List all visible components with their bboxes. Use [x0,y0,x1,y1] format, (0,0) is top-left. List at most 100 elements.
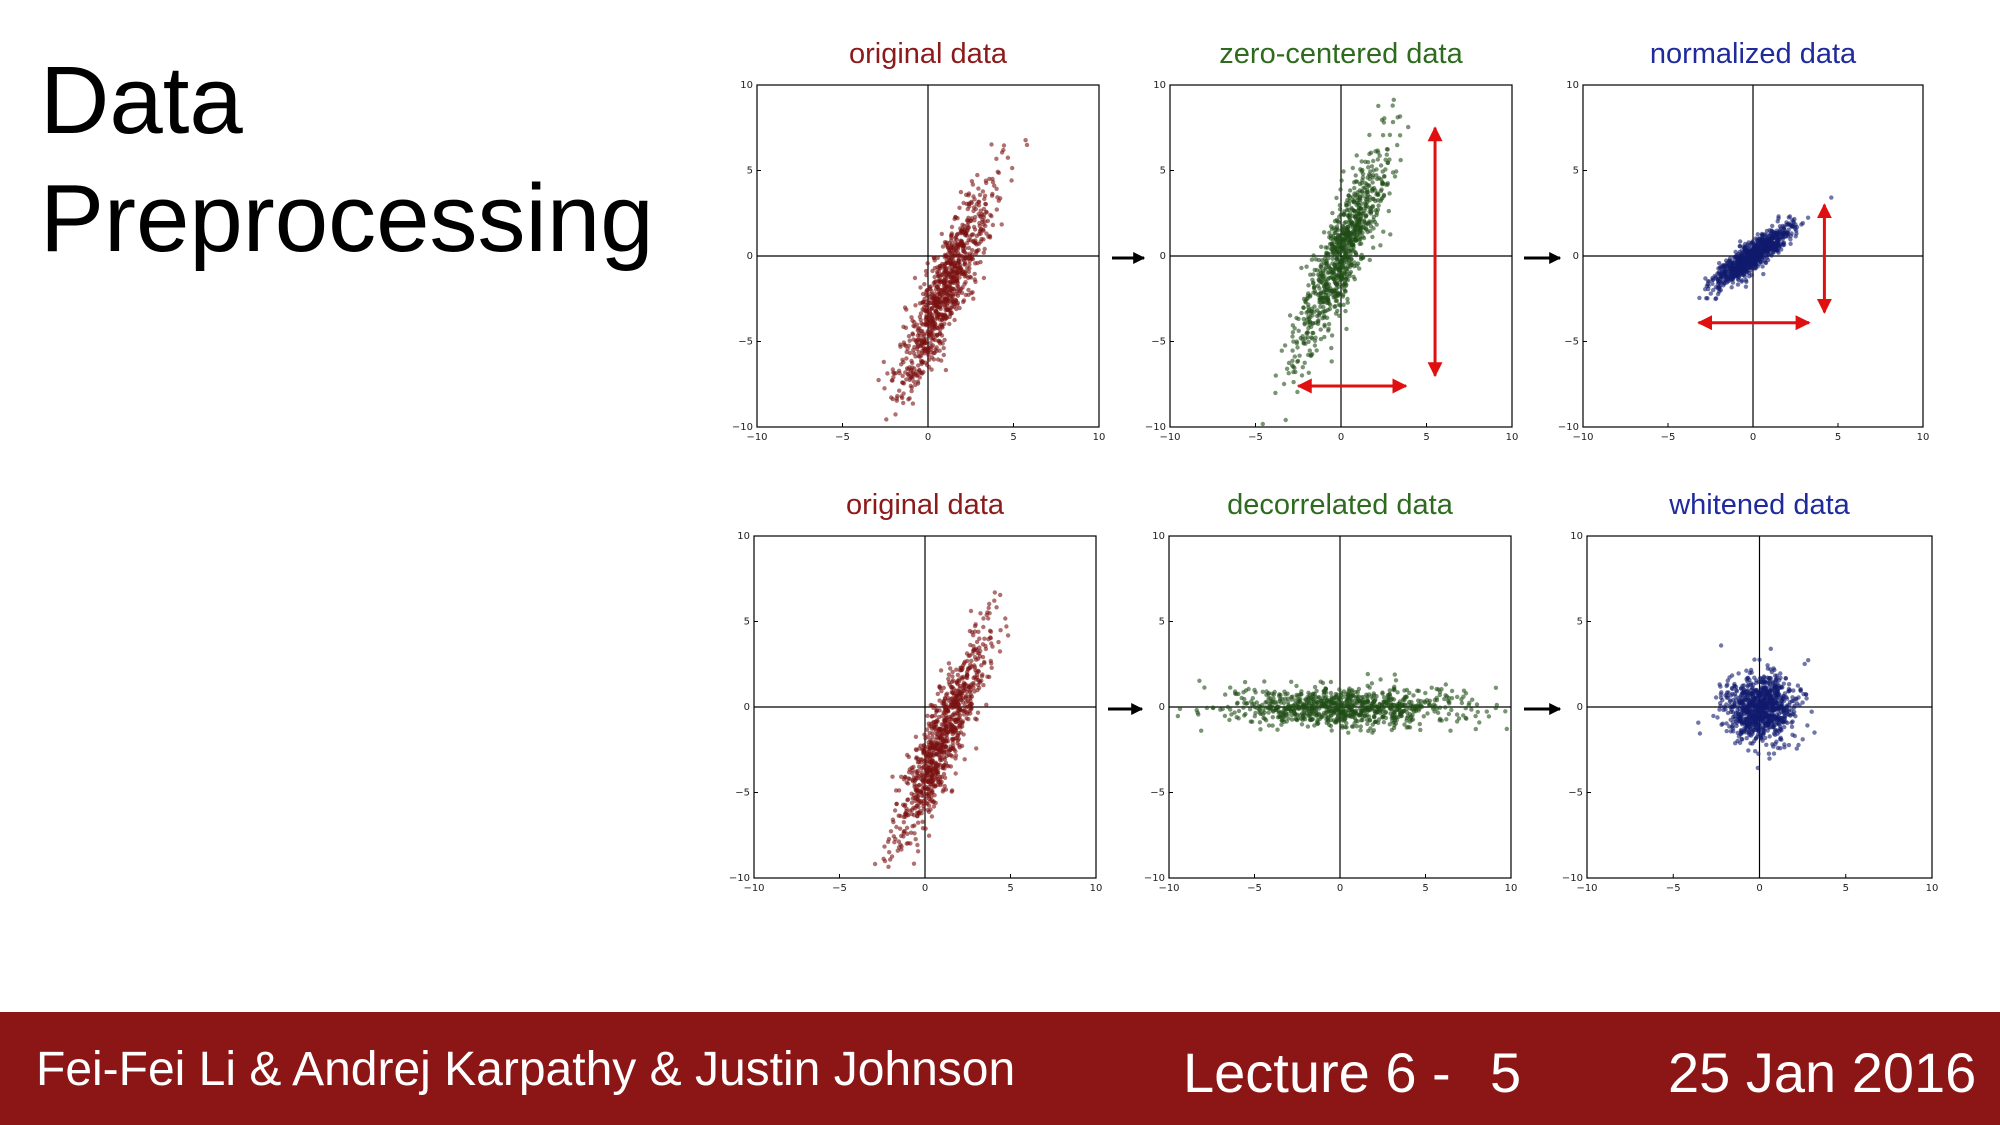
data-point [1381,229,1386,234]
data-point [947,271,952,276]
data-point [904,809,909,814]
data-point [1337,687,1342,692]
data-point [948,666,953,671]
y-tick-label: 10 [1566,80,1579,91]
data-point [1347,220,1352,225]
data-point [925,713,930,718]
data-point [968,692,974,697]
data-point [1313,257,1319,262]
data-point [934,770,939,776]
data-point [1368,209,1374,215]
data-points [1175,671,1510,735]
data-point [920,300,925,305]
data-point [1308,315,1313,320]
data-point [1443,705,1448,710]
data-point [1371,158,1376,164]
data-point [1335,711,1340,717]
x-tick-label: 10 [1506,432,1519,443]
data-point [1326,292,1331,298]
x-tick-label: 0 [922,883,928,894]
data-point [967,204,972,209]
data-point [951,725,956,730]
data-point [1340,700,1345,706]
data-point [1740,253,1745,258]
data-point [1333,311,1339,316]
data-point [897,388,902,393]
data-point [1295,389,1300,395]
data-point [931,762,936,767]
x-tick-label: 0 [1756,883,1762,894]
data-point [1299,310,1304,316]
data-point [1357,235,1363,240]
data-point [1461,713,1466,718]
data-point [1385,182,1390,187]
data-point [1337,251,1343,257]
data-point [1387,132,1393,138]
data-point [1725,710,1731,716]
data-point [1758,260,1763,265]
data-point [1352,185,1357,191]
x-tick-label: −10 [1576,883,1597,894]
data-point [1306,352,1311,358]
data-point [1432,697,1438,703]
data-point [999,150,1005,155]
data-point [947,716,953,722]
data-point [1710,277,1716,282]
data-point [1764,234,1770,240]
data-point [1299,373,1305,378]
data-point [1289,697,1294,702]
data-point [953,771,958,776]
data-point [917,764,922,769]
data-point [1449,707,1454,713]
data-point [1318,279,1323,284]
data-point [1382,174,1387,179]
data-point [987,235,993,240]
data-point [933,737,938,742]
data-point [1374,176,1380,182]
data-point [1290,348,1295,353]
data-point [1755,242,1761,247]
data-point [914,790,920,795]
data-point [1341,302,1346,307]
data-point [1308,704,1314,709]
data-point [1357,713,1362,718]
y-tick-label: −10 [729,873,750,884]
data-point [924,272,929,278]
data-point [1788,241,1793,246]
data-point [970,248,975,253]
data-point [927,742,932,748]
data-point [892,808,898,813]
data-point [1005,155,1011,160]
data-point [1243,711,1248,717]
data-point [1278,700,1284,705]
data-point [1774,739,1779,744]
data-point [1329,696,1335,701]
data-point [913,303,918,308]
data-point [942,337,947,343]
data-point [1404,687,1410,693]
data-point [1329,333,1335,338]
data-point [1390,103,1395,108]
data-point [1343,219,1349,225]
data-point [1312,723,1317,728]
x-tick-label: 5 [1422,883,1428,894]
data-point [945,244,950,250]
data-point [1764,228,1770,234]
data-point [916,350,921,355]
data-point [1334,195,1339,201]
data-point [958,717,963,722]
data-point [1706,279,1712,284]
y-tick-label: −5 [1150,788,1165,799]
data-point [982,246,987,252]
data-point [969,179,975,184]
data-point [967,262,972,267]
data-point [929,798,935,803]
data-point [1365,175,1370,180]
data-point [942,312,947,317]
data-point [937,727,943,732]
data-point [1743,258,1748,263]
data-point [895,848,900,853]
data-point [1304,264,1309,269]
data-point [1296,316,1301,322]
data-point [1346,226,1351,231]
